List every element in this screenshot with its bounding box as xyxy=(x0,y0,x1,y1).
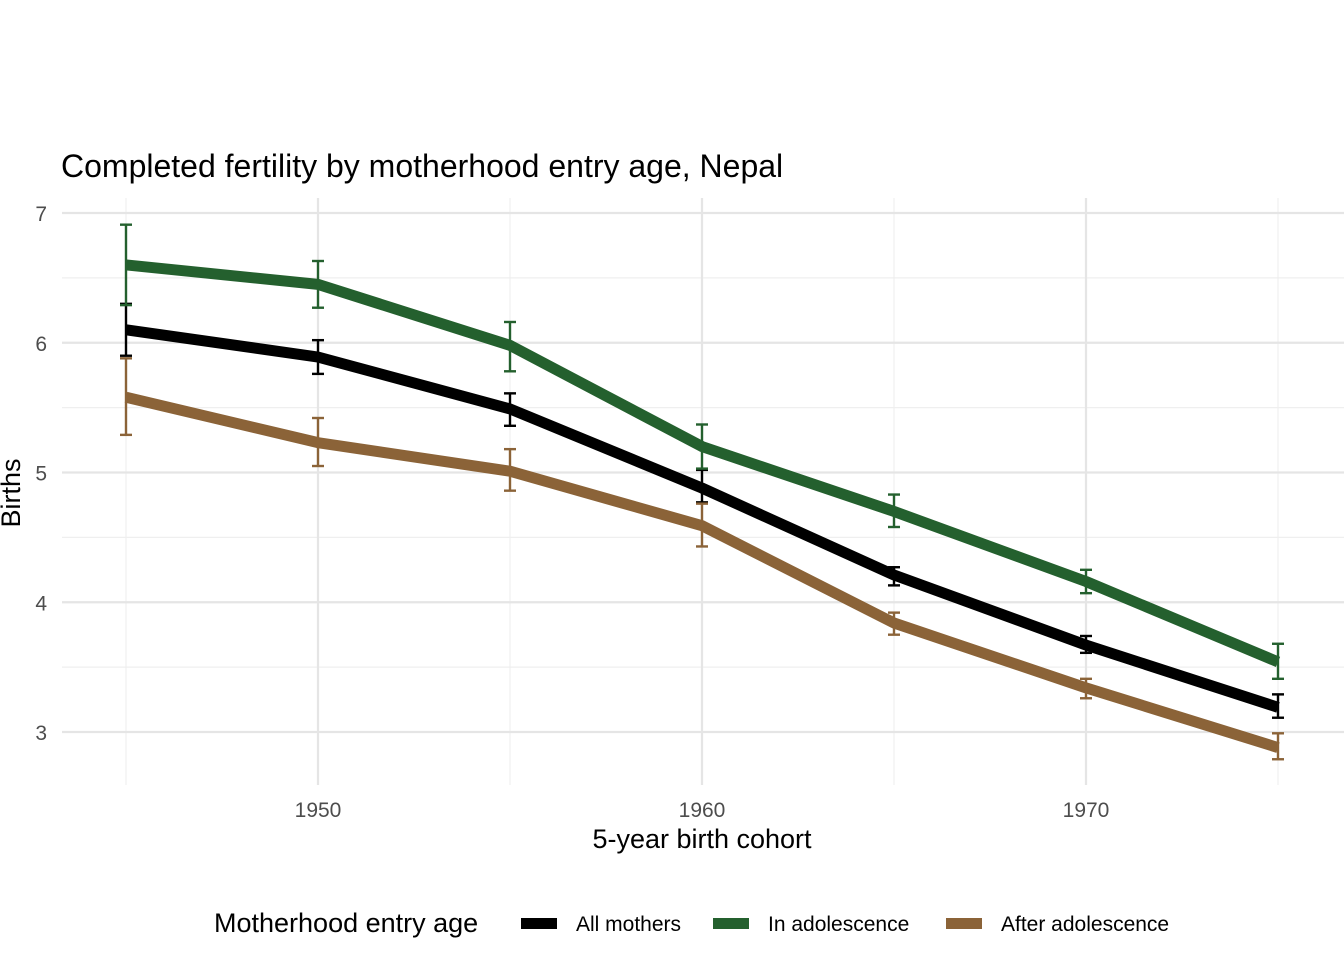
y-axis-title: Births xyxy=(0,458,26,527)
legend-label: After adolescence xyxy=(1001,913,1169,936)
legend-label: In adolescence xyxy=(768,913,909,936)
x-axis-title: 5-year birth cohort xyxy=(592,824,812,854)
legend: Motherhood entry age All mothers In adole… xyxy=(214,908,1169,938)
y-tick-label: 6 xyxy=(35,333,47,356)
legend-key xyxy=(713,918,749,929)
legend-items: All mothers In adolescence After adolescen… xyxy=(521,913,1169,936)
y-tick-label: 7 xyxy=(35,203,47,226)
series-in-adolescence xyxy=(120,223,1284,681)
legend-item-in-adolescence: In adolescence xyxy=(713,913,909,936)
legend-title: Motherhood entry age xyxy=(214,908,478,938)
x-tick-label: 1970 xyxy=(1063,799,1110,822)
chart-title: Completed fertility by motherhood entry … xyxy=(61,148,783,184)
y-tick-label: 3 xyxy=(35,722,47,745)
error-bar xyxy=(120,357,132,437)
y-tick-label: 4 xyxy=(35,592,47,615)
legend-item-after-adolescence: After adolescence xyxy=(946,913,1169,936)
x-axis-ticks: 1950 1960 1970 xyxy=(295,799,1110,822)
legend-item-all-mothers: All mothers xyxy=(521,913,681,936)
series-after-adolescence xyxy=(120,357,1284,761)
x-tick-label: 1960 xyxy=(679,799,726,822)
legend-key xyxy=(521,918,557,929)
y-axis-ticks: 3 4 5 6 7 xyxy=(35,203,47,745)
series-layer xyxy=(120,223,1284,761)
legend-label: All mothers xyxy=(576,913,681,936)
legend-key xyxy=(946,918,982,929)
x-tick-label: 1950 xyxy=(295,799,342,822)
y-tick-label: 5 xyxy=(35,463,47,486)
